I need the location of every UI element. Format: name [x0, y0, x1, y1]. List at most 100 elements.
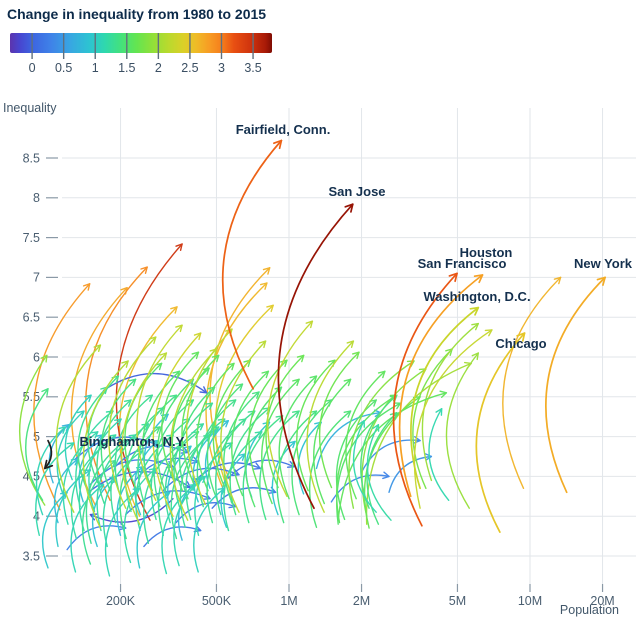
arrow: [366, 424, 392, 521]
arrow: [291, 399, 333, 516]
x-tick-label: 20M: [590, 594, 614, 608]
arrow: [337, 392, 448, 521]
arrow-head: [261, 370, 270, 379]
arrow: [259, 410, 300, 521]
y-tick-label: 8: [33, 191, 40, 205]
arrow-head: [247, 410, 256, 418]
arrow-head: [198, 475, 207, 484]
arrow: [156, 378, 195, 497]
city-label-fairfield-conn: Fairfield, Conn.: [236, 122, 331, 137]
arrow: [134, 439, 159, 516]
arrow-head: [292, 378, 300, 387]
arrow-head: [76, 410, 85, 418]
colorbar-tick-label: 2: [155, 61, 162, 75]
colorbar-tick-label: 0.5: [55, 61, 72, 75]
colorbar: 0 0.5 1 1.5 2 2.5 3 3.5: [10, 33, 272, 75]
arrow-head: [227, 362, 235, 371]
city-arrow-houston: [398, 274, 484, 498]
arrow: [212, 359, 251, 489]
city-arrow-fairfield-conn: [221, 139, 283, 390]
arrow-head: [553, 276, 562, 285]
arrow: [181, 354, 220, 484]
arrow: [161, 483, 197, 575]
arrows-layer: [18, 243, 562, 577]
colorbar-tick-label: 3: [218, 61, 225, 75]
arrow-head: [58, 426, 66, 434]
city-arrow-chicago-head: [516, 332, 526, 342]
arrow: [445, 352, 479, 509]
arrow-head: [66, 442, 75, 450]
arrow: [229, 407, 271, 516]
arrow: [41, 491, 68, 569]
arrow-head: [100, 442, 108, 450]
arrow-head: [123, 399, 132, 407]
arrow-head: [288, 440, 296, 449]
arrow: [77, 386, 108, 492]
arrow-head: [358, 420, 365, 428]
arrow-head: [424, 453, 433, 461]
arrow: [25, 388, 49, 501]
y-axis-title: Inequality: [3, 101, 57, 115]
arrow-head: [145, 394, 153, 402]
arrow: [85, 439, 128, 544]
arrow-head: [346, 340, 355, 348]
arrow: [306, 340, 355, 513]
arrow-head: [274, 386, 283, 395]
arrow: [336, 394, 398, 524]
arrow-head: [207, 386, 216, 395]
arrow-head: [471, 322, 479, 331]
arrow: [206, 418, 247, 524]
arrow-head: [235, 383, 244, 391]
x-tick-label: 5M: [449, 594, 466, 608]
arrow-head: [40, 354, 48, 363]
arrow-head: [141, 423, 150, 431]
y-tick-label: 7.5: [23, 231, 40, 245]
arrow: [70, 483, 105, 573]
y-tick-label: 6.5: [23, 311, 40, 325]
y-tick-label: 6: [33, 350, 40, 364]
city-arrows-layer: [43, 139, 606, 533]
arrow: [124, 362, 163, 489]
arrow-head: [202, 367, 210, 375]
arrow: [297, 421, 322, 495]
city-label-washington-d-c: Washington, D.C.: [423, 289, 530, 304]
city-label-binghamton-n-y: Binghamton, N.Y.: [80, 434, 187, 449]
arrow: [296, 359, 336, 492]
arrow: [123, 467, 157, 564]
arrow: [96, 434, 137, 532]
arrow-head: [228, 399, 237, 407]
city-label-new-york: New York: [574, 256, 633, 271]
arrow: [231, 370, 270, 497]
arrow: [502, 276, 562, 489]
arrow-head: [84, 394, 92, 403]
arrow-head: [253, 462, 261, 470]
arrow-head: [41, 388, 49, 396]
arrow: [413, 329, 493, 509]
arrow: [242, 415, 284, 524]
city-arrow-binghamton-n-y-head: [43, 459, 54, 470]
city-arrow-binghamton-n-y: [43, 439, 53, 470]
arrow-head: [193, 332, 202, 341]
arrow: [278, 375, 318, 500]
arrow: [104, 487, 141, 577]
arrow-head: [243, 359, 251, 368]
arrow: [161, 351, 200, 481]
arrow: [114, 394, 153, 500]
arrow: [318, 351, 360, 489]
x-tick-label: 500K: [202, 594, 232, 608]
arrow-head: [209, 348, 218, 356]
arrow: [313, 378, 352, 505]
arrow: [82, 360, 129, 529]
arrow-head: [191, 351, 200, 360]
arrow: [120, 352, 168, 525]
arrow: [206, 383, 244, 500]
arrow: [33, 283, 91, 511]
y-tick-label: 8.5: [23, 151, 40, 165]
arrow-head: [128, 378, 137, 387]
arrow: [78, 434, 117, 532]
arrow-head: [61, 424, 70, 432]
city-label-san-jose: San Jose: [328, 184, 385, 199]
arrow-head: [183, 445, 192, 453]
